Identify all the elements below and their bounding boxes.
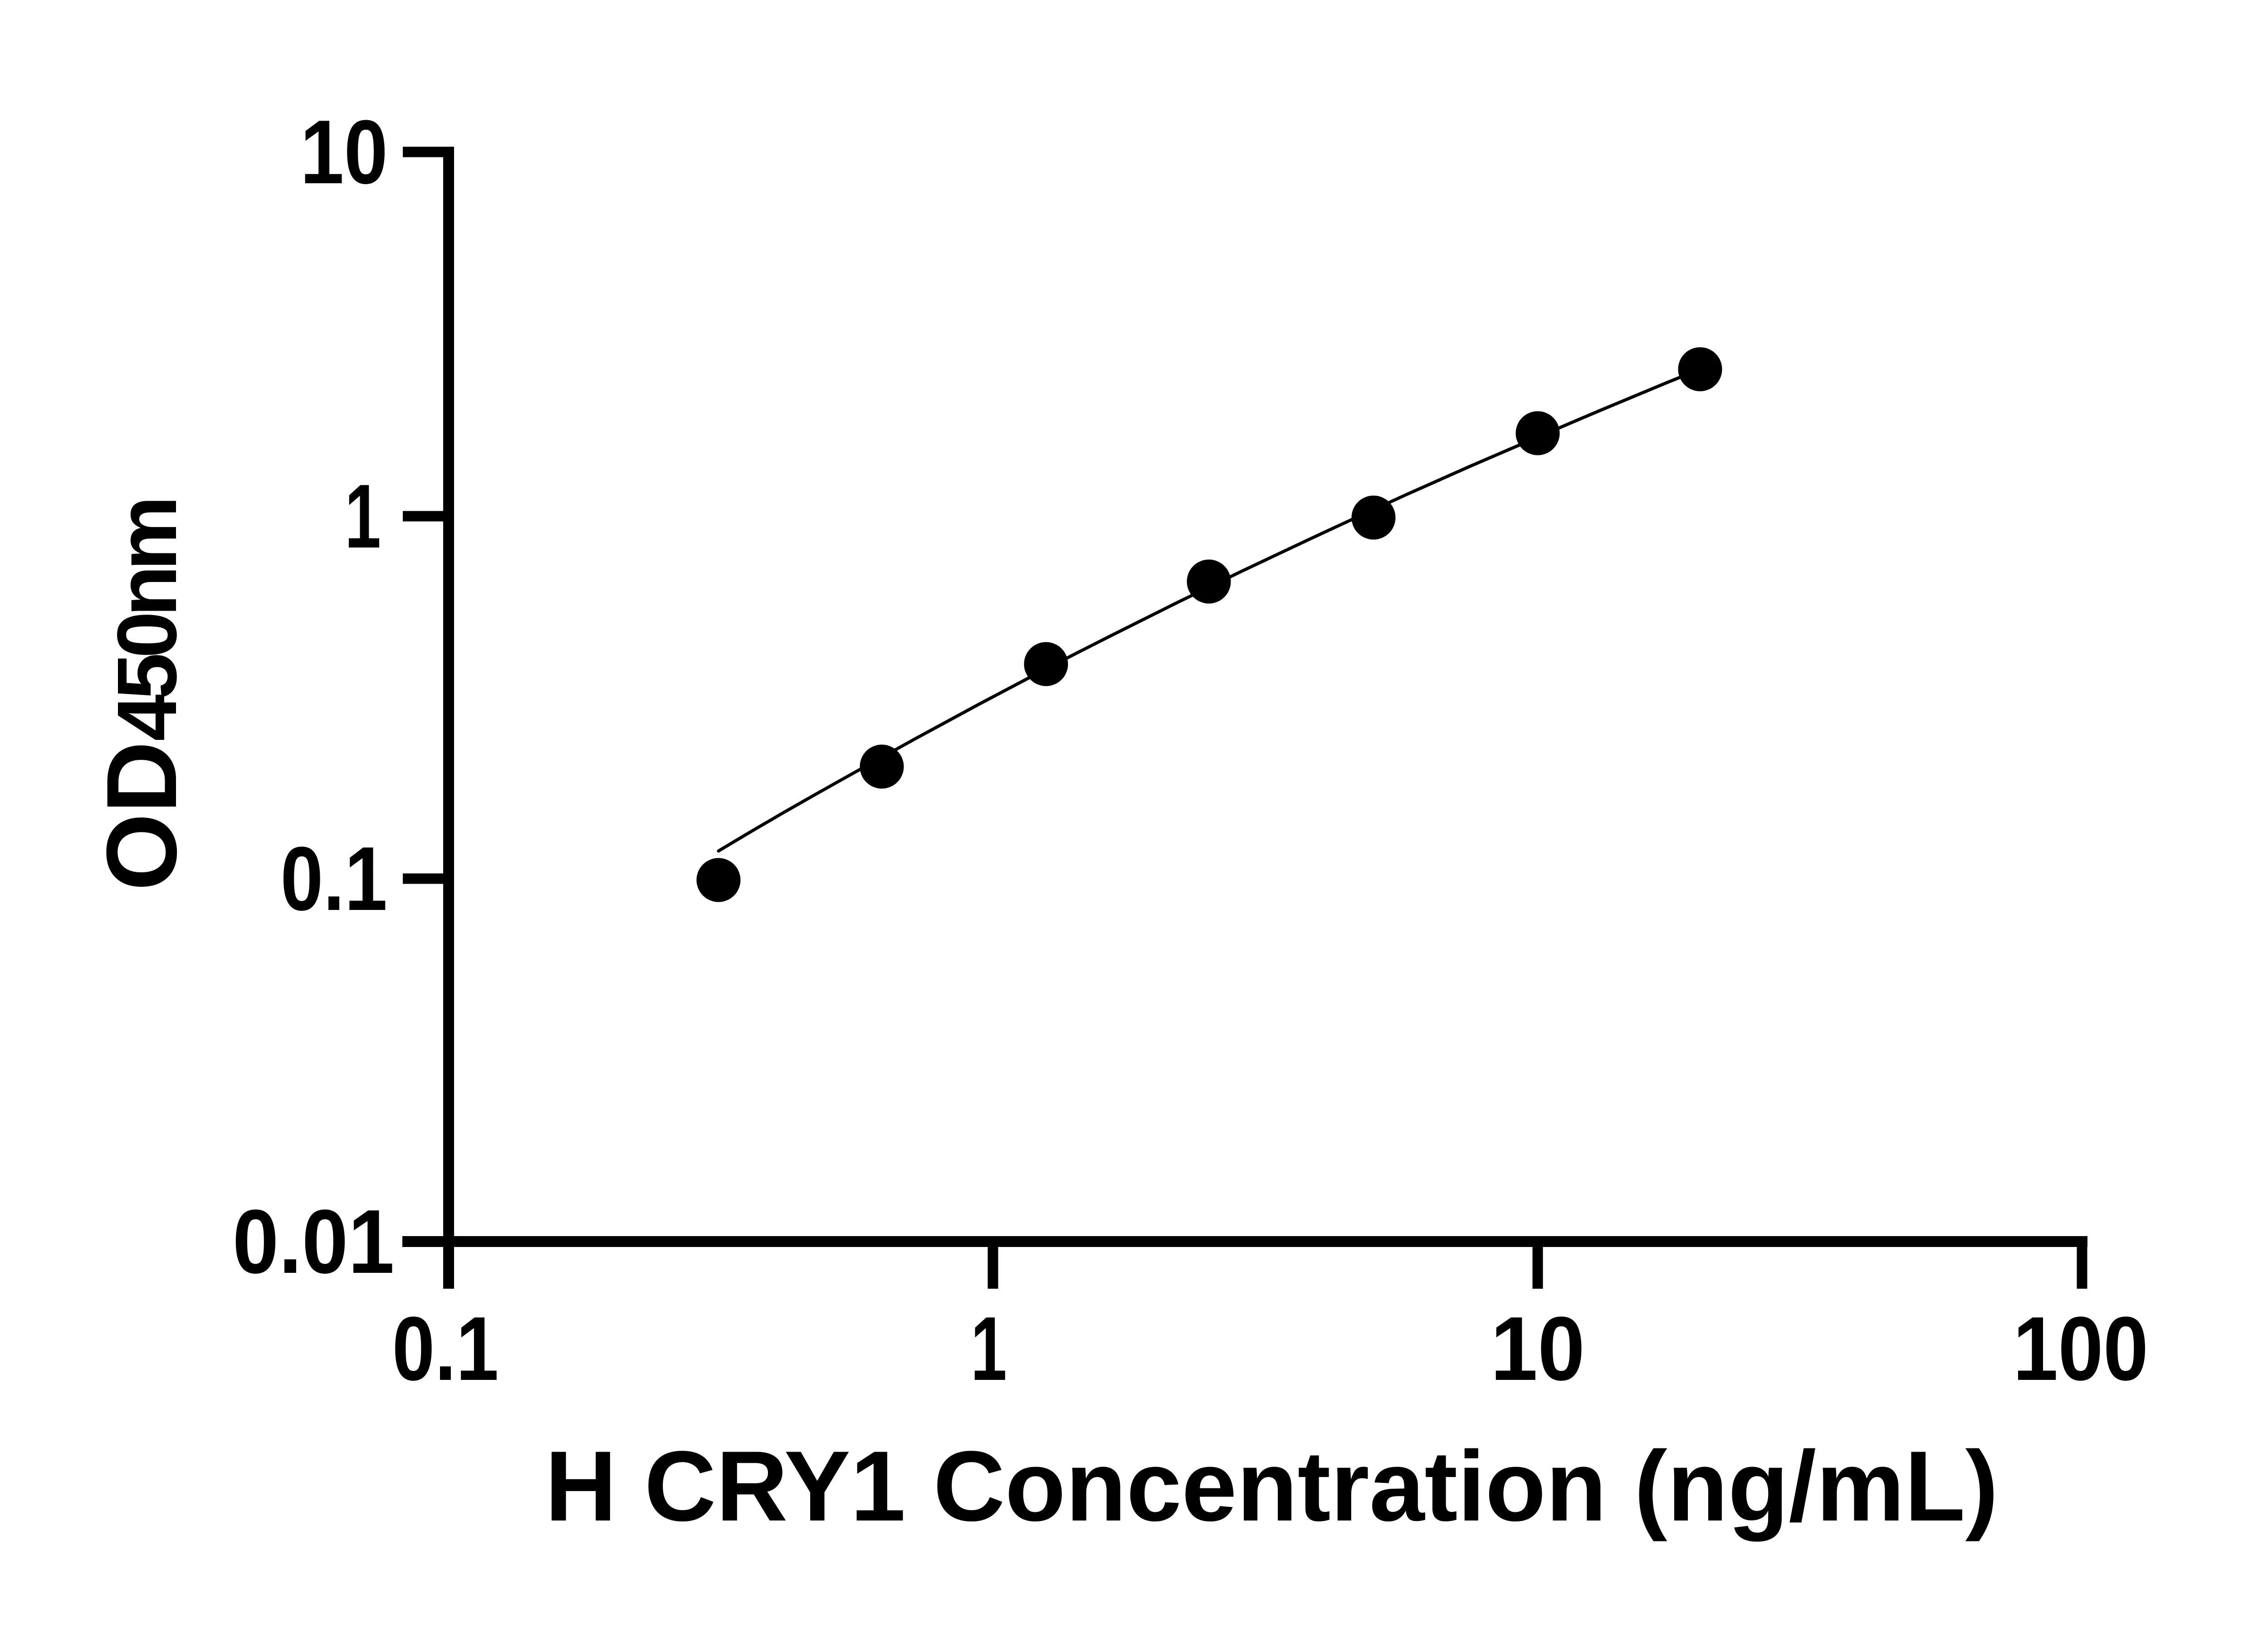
svg-text:0.1: 0.1 [392, 1298, 499, 1400]
svg-text:OD450nm: OD450nm [86, 501, 197, 891]
svg-text:1: 1 [971, 1298, 1007, 1399]
svg-text:1: 1 [345, 465, 381, 567]
svg-text:0.1: 0.1 [280, 828, 387, 929]
svg-text:100: 100 [2013, 1298, 2149, 1399]
svg-text:10: 10 [1491, 1298, 1585, 1399]
svg-text:H CRY1 Concentration (ng/mL): H CRY1 Concentration (ng/mL) [545, 1430, 1998, 1542]
svg-text:10: 10 [300, 101, 388, 203]
svg-text:0.01: 0.01 [233, 1191, 395, 1292]
